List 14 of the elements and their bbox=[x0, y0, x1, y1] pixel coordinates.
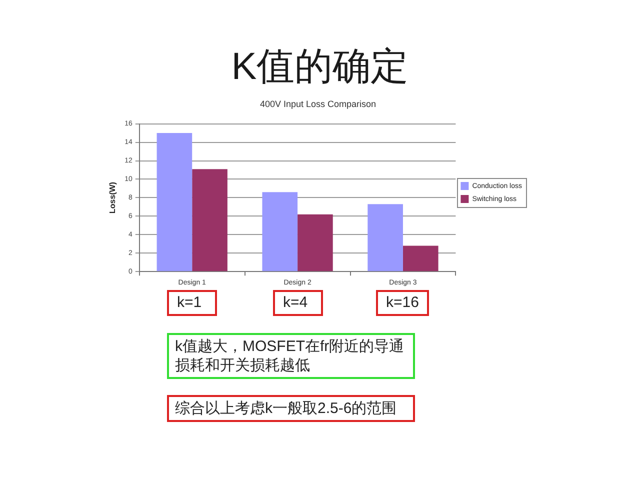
bar bbox=[368, 204, 403, 272]
chart-title: K值的确定 bbox=[230, 45, 410, 90]
text: k=16 bbox=[376, 290, 429, 316]
y-axis-title: Loss(W) bbox=[108, 182, 118, 214]
text: k值越大，MOSFET在fr附近的导通损耗和开关损耗越低 bbox=[167, 333, 415, 379]
text: 综合以上考虑k一般取2.5-6的范围 bbox=[167, 395, 415, 422]
bar bbox=[156, 133, 192, 272]
chart-subtitle: 400V Input Loss Comparison bbox=[260, 98, 376, 109]
bar bbox=[262, 192, 298, 272]
text: k=4 bbox=[273, 290, 323, 316]
text: k=1 bbox=[167, 290, 217, 316]
bar bbox=[298, 214, 333, 272]
bar bbox=[192, 169, 228, 272]
bar bbox=[402, 246, 438, 272]
